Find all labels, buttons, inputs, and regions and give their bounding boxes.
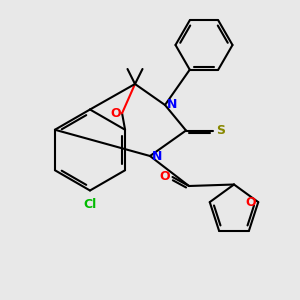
Text: O: O: [110, 107, 121, 120]
Text: Cl: Cl: [83, 198, 97, 211]
Text: N: N: [167, 98, 177, 112]
Text: S: S: [216, 124, 225, 137]
Text: N: N: [152, 149, 162, 163]
Text: O: O: [159, 170, 169, 184]
Text: O: O: [245, 196, 256, 208]
